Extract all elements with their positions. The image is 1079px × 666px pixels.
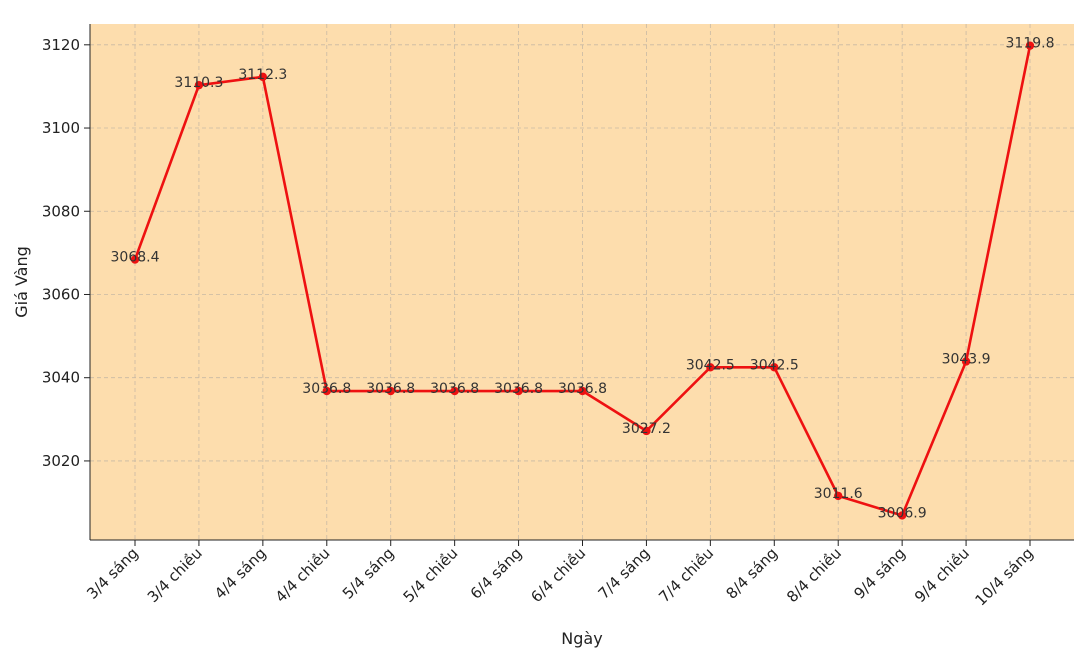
data-label: 3042.5 — [750, 357, 799, 373]
data-label: 3036.8 — [494, 381, 543, 397]
data-point — [578, 386, 587, 396]
plot-background — [90, 24, 1074, 540]
data-point — [961, 357, 971, 366]
data-label: 3027.2 — [622, 421, 671, 437]
x-tick-label: 3/4 sáng — [83, 544, 142, 603]
data-point — [706, 363, 715, 372]
x-tick-label: 10/4 sáng — [971, 544, 1036, 609]
data-label: 3068.4 — [111, 250, 160, 266]
data-point — [642, 426, 651, 436]
x-gridlines — [134, 24, 1031, 540]
x-tick-label: 9/4 sáng — [850, 544, 909, 603]
data-label: 3036.8 — [558, 381, 607, 397]
data-point — [194, 80, 204, 90]
data-label: 3011.6 — [814, 486, 863, 502]
y-tick-label: 3100 — [42, 119, 80, 137]
data-point — [258, 72, 268, 82]
x-tick-label: 9/4 chiều — [911, 544, 973, 606]
data-label: 3110.3 — [174, 75, 223, 91]
data-label: 3036.8 — [366, 381, 415, 397]
x-tick-label: 4/4 sáng — [211, 544, 270, 603]
data-point — [770, 363, 779, 372]
x-tick-label: 5/4 chiều — [400, 544, 462, 606]
data-label: 3043.9 — [942, 351, 991, 367]
y-tick-label: 3080 — [42, 202, 80, 220]
y-tick-label: 3060 — [42, 285, 80, 303]
data-point — [322, 386, 331, 396]
data-label: 3119.8 — [1006, 36, 1055, 52]
x-tick-label: 4/4 chiều — [272, 544, 334, 606]
y-gridlines — [90, 44, 1074, 462]
x-tick-label: 5/4 sáng — [339, 544, 398, 603]
data-label: 3036.8 — [302, 381, 351, 397]
x-axis-label: Ngày — [561, 629, 602, 648]
data-label: 3006.9 — [878, 505, 927, 521]
x-tick-label: 8/4 sáng — [722, 544, 781, 603]
x-axis-ticks: 3/4 sáng 3/4 chiều 4/4 sáng 4/4 chiều 5/4 sá… — [83, 540, 1037, 610]
data-label: 3036.8 — [430, 381, 479, 397]
y-axis-label: Giá Vàng — [12, 246, 31, 318]
data-labels: 3068.4 3110.3 3112.3 3036.8 3036.8 3036.8 3036… — [111, 36, 1055, 522]
x-tick-label: 6/4 sáng — [467, 544, 526, 603]
x-tick-label: 3/4 chiều — [144, 544, 206, 606]
x-tick-label: 7/4 sáng — [595, 544, 654, 603]
x-tick-label: 8/4 chiều — [783, 544, 845, 606]
y-tick-label: 3120 — [42, 36, 80, 54]
data-point — [130, 255, 140, 264]
data-label: 3112.3 — [238, 67, 287, 83]
x-tick-label: 7/4 chiều — [655, 544, 717, 606]
data-point — [897, 511, 907, 520]
data-point — [514, 386, 523, 396]
y-tick-label: 3040 — [42, 369, 80, 387]
x-tick-label: 6/4 chiều — [527, 544, 589, 606]
data-point — [834, 491, 843, 501]
data-label: 3042.5 — [686, 357, 735, 373]
data-point — [386, 386, 395, 396]
y-axis-ticks: 3020 3040 3060 3080 3100 3120 — [42, 36, 90, 470]
data-point — [450, 386, 459, 396]
y-tick-label: 3020 — [42, 452, 80, 470]
data-point — [1025, 41, 1035, 50]
series-markers — [130, 41, 1035, 520]
